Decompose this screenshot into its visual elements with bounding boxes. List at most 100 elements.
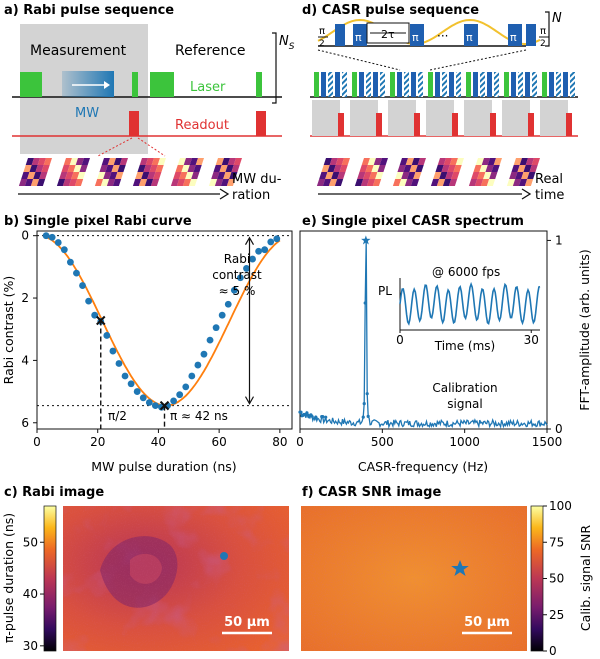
frame-pixel <box>220 179 230 186</box>
frame-pixel <box>401 172 410 179</box>
frame-pixel <box>435 165 444 172</box>
frame-pixel <box>480 179 490 186</box>
frame-pixel <box>325 172 334 179</box>
frame-pixel <box>339 165 348 172</box>
panel-c: c) Rabi image 30 40 50 π-pulse duration (n… <box>1 485 289 653</box>
frame-pixel <box>193 165 202 172</box>
frame-pixel <box>101 158 110 165</box>
frame-pixel <box>439 172 448 179</box>
casr-readout-pulse <box>452 113 458 136</box>
frame-pixel <box>525 158 534 165</box>
casr-mw-block <box>511 72 516 97</box>
x-tick-label: 0 <box>33 435 41 449</box>
pi-annotation: π ≈ 42 ns <box>170 409 228 423</box>
frame-pixel <box>115 172 124 179</box>
contrast-arrowhead-bottom <box>244 396 255 405</box>
frame-pixel <box>363 172 372 179</box>
frame-pixel <box>515 172 524 179</box>
camera-frame <box>208 158 242 186</box>
frame-pixel <box>517 165 526 172</box>
pi-pulse-2: π <box>412 31 419 44</box>
frame-pixel <box>369 172 378 179</box>
frame-pixel <box>99 165 108 172</box>
inset-pl-label: PL <box>378 284 392 298</box>
frame-pixel <box>79 165 88 172</box>
spectrum-line <box>299 240 548 429</box>
frame-pixel <box>527 172 536 179</box>
frame-pixel <box>453 165 462 172</box>
calib-label-1: Calibration <box>432 381 497 395</box>
frame-pixel <box>404 179 414 186</box>
frame-pixel <box>451 172 460 179</box>
data-point <box>255 247 263 255</box>
data-point <box>103 332 111 339</box>
camera-frames-a <box>18 158 242 186</box>
pi-half-right-num: π <box>540 26 546 37</box>
frame-pixel <box>111 165 120 172</box>
frame-pixel <box>375 172 384 179</box>
data-point <box>224 300 232 308</box>
panel-f: f) CASR SNR image 50 µm 0 25 50 75 100 Calib… <box>301 485 593 658</box>
pi-pulse-3: π <box>466 31 473 44</box>
frame-pixel <box>177 158 186 165</box>
frame-pixel <box>155 165 164 172</box>
pi-half-left-den: 2 <box>319 39 325 49</box>
casr-mw-block <box>556 72 561 97</box>
frame-pixel <box>18 179 28 186</box>
cbar-tick-label: 0 <box>549 644 557 658</box>
frame-pixel <box>227 158 236 165</box>
spectrum-point <box>363 301 367 305</box>
panel-e: e) Single pixel CASR spectrum 0 500 1000 15… <box>296 214 592 474</box>
data-point <box>133 388 141 395</box>
frame-pixel <box>94 179 104 186</box>
data-point <box>176 391 184 399</box>
frame-pixel <box>219 165 228 172</box>
frame-pixel <box>107 158 116 165</box>
snr-colorbar <box>530 505 544 652</box>
frame-pixel <box>36 179 46 186</box>
frame-pixel <box>81 158 90 165</box>
frame-pixel <box>77 172 86 179</box>
frame-pixel <box>144 179 154 186</box>
casr-readout-window <box>312 100 340 136</box>
casr-laser-pulse <box>352 72 357 97</box>
panel-b-title: b) Single pixel Rabi curve <box>4 214 192 229</box>
frame-pixel <box>214 179 224 186</box>
casr-pulse-train <box>314 72 575 97</box>
casr-readout-pulse <box>566 113 572 136</box>
frame-pixel <box>518 179 528 186</box>
frame-pixel <box>372 179 382 186</box>
cbar-tick-label: 30 <box>23 639 38 653</box>
y-tick-label: 4 <box>21 353 29 367</box>
frame-pixel <box>135 172 144 179</box>
frame-pixel <box>410 179 420 186</box>
frame-pixel <box>149 165 158 172</box>
frame-pixel <box>519 158 528 165</box>
rabi-scalebar-label: 50 µm <box>224 615 270 630</box>
frame-pixel <box>407 172 416 179</box>
zoom-pulses <box>335 24 536 46</box>
frame-pixel <box>341 158 350 165</box>
y-tick-label: 0 <box>555 422 563 436</box>
casr-mw-block <box>549 72 554 97</box>
frame-pixel <box>447 165 456 172</box>
casr-readout-window <box>464 100 492 136</box>
frame-pixel <box>335 158 344 165</box>
frame-pixel <box>442 179 452 186</box>
frame-pixel <box>334 179 344 186</box>
data-point <box>267 238 275 246</box>
frame-pixel <box>176 179 186 186</box>
spectrum-point <box>321 414 325 419</box>
spectrum-point <box>324 415 328 419</box>
frame-pixel <box>489 172 498 179</box>
camera-frame <box>18 158 52 186</box>
frame-pixel <box>329 158 338 165</box>
camera-frame <box>392 158 426 186</box>
inset-tick-label: 0 <box>396 333 404 347</box>
frame-pixel <box>195 158 204 165</box>
frame-pixel <box>179 172 188 179</box>
spectrum-point <box>361 415 365 419</box>
frame-pixel <box>185 172 194 179</box>
casr-mw-block <box>442 72 447 97</box>
plot-e-frame <box>299 230 548 430</box>
